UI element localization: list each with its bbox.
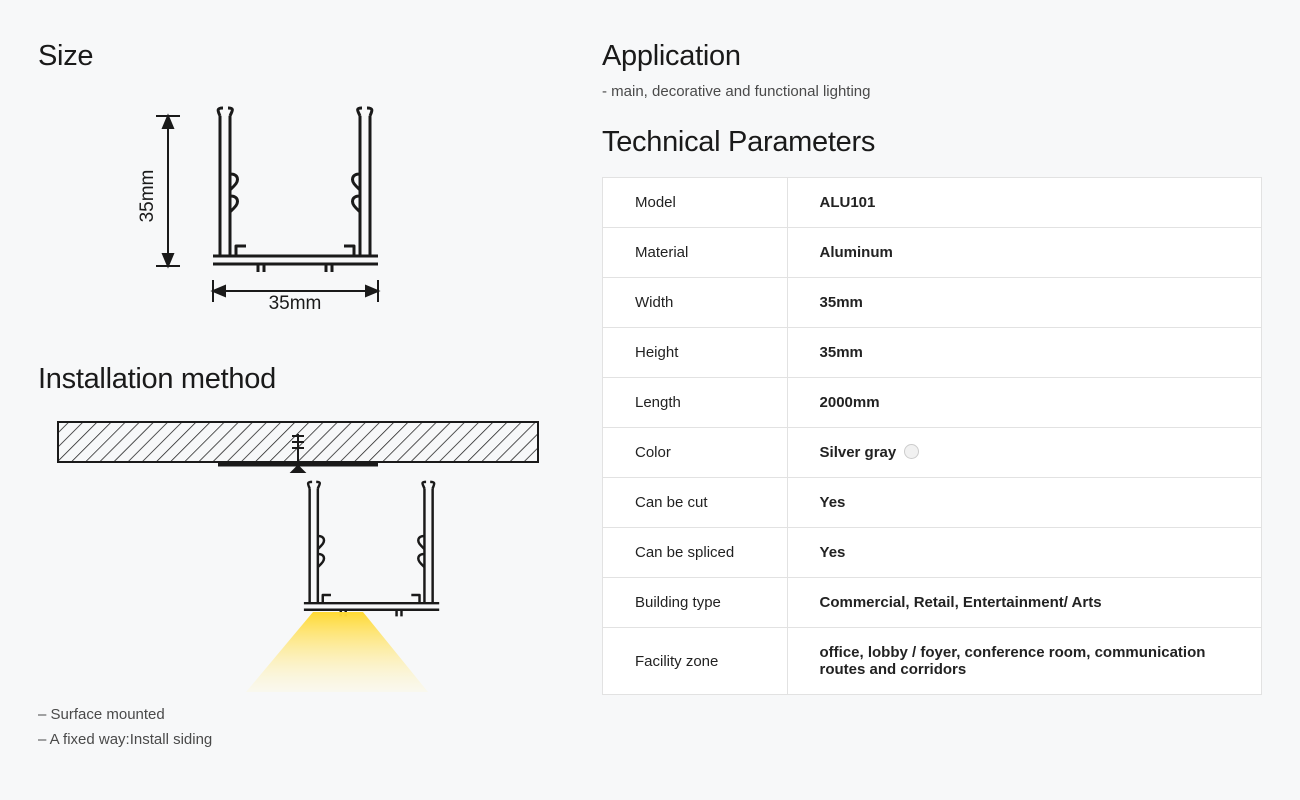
- table-row: Height35mm: [603, 328, 1262, 378]
- param-key: Facility zone: [603, 628, 788, 695]
- param-key: Can be spliced: [603, 528, 788, 578]
- installation-heading: Installation method: [38, 363, 558, 396]
- param-value: Silver gray: [787, 428, 1261, 478]
- param-value: Yes: [787, 478, 1261, 528]
- table-row: Building typeCommercial, Retail, Enterta…: [603, 578, 1262, 628]
- table-row: Length2000mm: [603, 378, 1262, 428]
- dim-width-label: 35mm: [269, 293, 322, 314]
- param-value: Yes: [787, 528, 1261, 578]
- table-row: Facility zoneoffice, lobby / foyer, conf…: [603, 628, 1262, 695]
- application-heading: Application: [602, 40, 1262, 73]
- param-value: 35mm: [787, 328, 1261, 378]
- param-value: 2000mm: [787, 378, 1261, 428]
- table-row: Width35mm: [603, 278, 1262, 328]
- table-row: Can be splicedYes: [603, 528, 1262, 578]
- param-value: ALU101: [787, 178, 1261, 228]
- param-key: Can be cut: [603, 478, 788, 528]
- install-note-1: – Surface mounted: [38, 706, 558, 723]
- param-key: Building type: [603, 578, 788, 628]
- application-note: - main, decorative and functional lighti…: [602, 83, 1262, 100]
- table-row: ModelALU101: [603, 178, 1262, 228]
- param-value: office, lobby / foyer, conference room, …: [787, 628, 1261, 695]
- tech-params-table: ModelALU101MaterialAluminumWidth35mmHeig…: [602, 177, 1262, 695]
- table-row: ColorSilver gray: [603, 428, 1262, 478]
- table-row: MaterialAluminum: [603, 228, 1262, 278]
- param-value: 35mm: [787, 278, 1261, 328]
- param-key: Length: [603, 378, 788, 428]
- param-value: Aluminum: [787, 228, 1261, 278]
- table-row: Can be cutYes: [603, 478, 1262, 528]
- param-key: Width: [603, 278, 788, 328]
- installation-diagram: [38, 414, 558, 694]
- dim-height-label: 35mm: [137, 170, 158, 223]
- color-swatch: [904, 444, 919, 459]
- tech-params-heading: Technical Parameters: [602, 126, 1262, 159]
- param-key: Height: [603, 328, 788, 378]
- param-key: Model: [603, 178, 788, 228]
- size-diagram: 35mm 35mm: [38, 91, 558, 321]
- param-key: Color: [603, 428, 788, 478]
- size-heading: Size: [38, 40, 558, 73]
- param-key: Material: [603, 228, 788, 278]
- install-note-2: – A fixed way:Install siding: [38, 731, 558, 748]
- param-value: Commercial, Retail, Entertainment/ Arts: [787, 578, 1261, 628]
